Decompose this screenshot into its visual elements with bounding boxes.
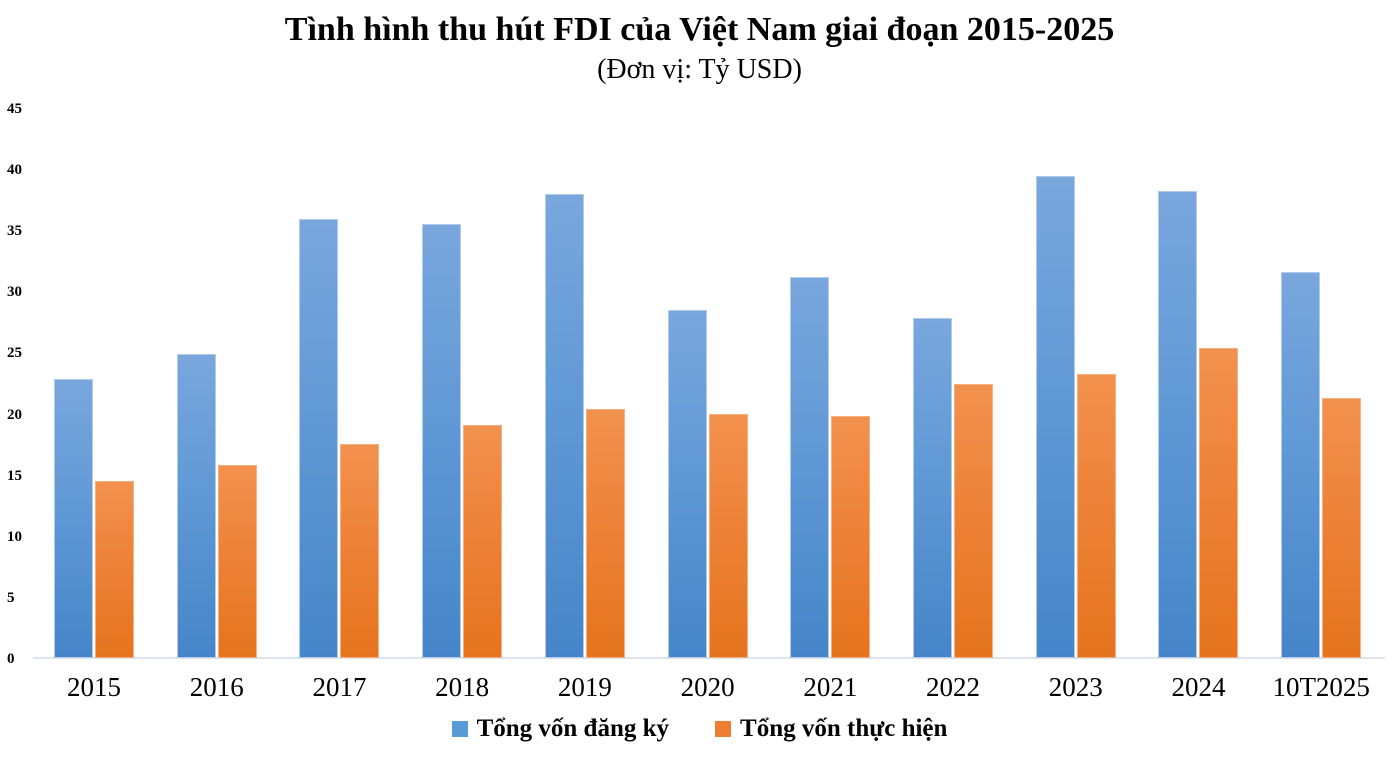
x-tick-label-2024: 2024: [1171, 672, 1226, 702]
x-tick-label-2022: 2022: [926, 672, 981, 702]
bar-implemented-2022: [954, 384, 994, 658]
y-tick-label: 15: [7, 467, 22, 484]
bar-registered-2018: [422, 224, 462, 658]
bar-registered-2015: [54, 379, 93, 658]
legend-item-implemented: Tổng vốn thực hiện: [715, 714, 947, 744]
bar-implemented-2020: [708, 413, 748, 658]
legend-item-registered: Tổng vốn đăng ký: [451, 714, 670, 744]
y-tick-label: 10: [7, 528, 22, 545]
bar-implemented-2015: [95, 480, 134, 658]
bar-registered-2019: [544, 193, 584, 658]
bar-registered-2021: [790, 276, 830, 658]
bar-registered-2016: [176, 353, 216, 658]
x-tick-label-2017: 2017: [312, 672, 367, 702]
y-tick-label: 35: [7, 223, 22, 240]
legend-swatch-icon: [451, 721, 468, 737]
bar-registered-2017: [299, 219, 339, 658]
bar-implemented-2021: [831, 416, 871, 658]
bar-registered-10T2025: [1281, 271, 1321, 658]
x-axis-line: [33, 657, 1385, 659]
y-tick-label: 0: [7, 651, 15, 667]
bar-implemented-2016: [217, 464, 257, 658]
bar-registered-2020: [667, 309, 707, 658]
bar-implemented-10T2025: [1322, 397, 1362, 658]
x-tick-label-2018: 2018: [435, 672, 490, 702]
y-tick-label: 5: [7, 589, 15, 606]
bar-registered-2022: [913, 318, 953, 658]
plot-area: [33, 109, 1385, 659]
bar-registered-2024: [1158, 191, 1198, 658]
bar-implemented-2017: [340, 444, 380, 658]
chart-subtitle: (Đơn vị: Tỷ USD): [597, 54, 802, 85]
bar-implemented-2023: [1076, 374, 1116, 658]
x-tick-label-2016: 2016: [189, 672, 244, 702]
bar-registered-2023: [1035, 176, 1075, 658]
legend-label: Tổng vốn thực hiện: [740, 715, 948, 742]
legend-label: Tổng vốn đăng ký: [476, 715, 670, 742]
x-tick-label-2019: 2019: [557, 672, 612, 702]
y-tick-label: 25: [7, 345, 22, 362]
bar-implemented-2024: [1199, 347, 1239, 658]
x-tick-label-2023: 2023: [1048, 672, 1103, 702]
x-tick-label-2015: 2015: [67, 672, 121, 702]
bar-implemented-2019: [585, 408, 625, 658]
y-tick-label: 40: [7, 162, 22, 179]
y-tick-label: 30: [7, 284, 22, 301]
x-tick-label-2020: 2020: [680, 672, 735, 702]
chart-title: Tình hình thu hút FDI của Việt Nam giai …: [284, 11, 1115, 48]
x-tick-label-10T2025: 10T2025: [1272, 672, 1370, 702]
legend-swatch-icon: [715, 721, 732, 737]
bar-implemented-2018: [463, 424, 503, 658]
y-tick-label: 45: [7, 101, 22, 117]
legend: Tổng vốn đăng ký Tổng vốn thực hiện: [0, 714, 1399, 744]
x-tick-label-2021: 2021: [803, 672, 858, 702]
y-axis: 0 5 10 15 20 25 30 35 40 45: [0, 0, 30, 757]
y-tick-label: 20: [7, 406, 22, 423]
